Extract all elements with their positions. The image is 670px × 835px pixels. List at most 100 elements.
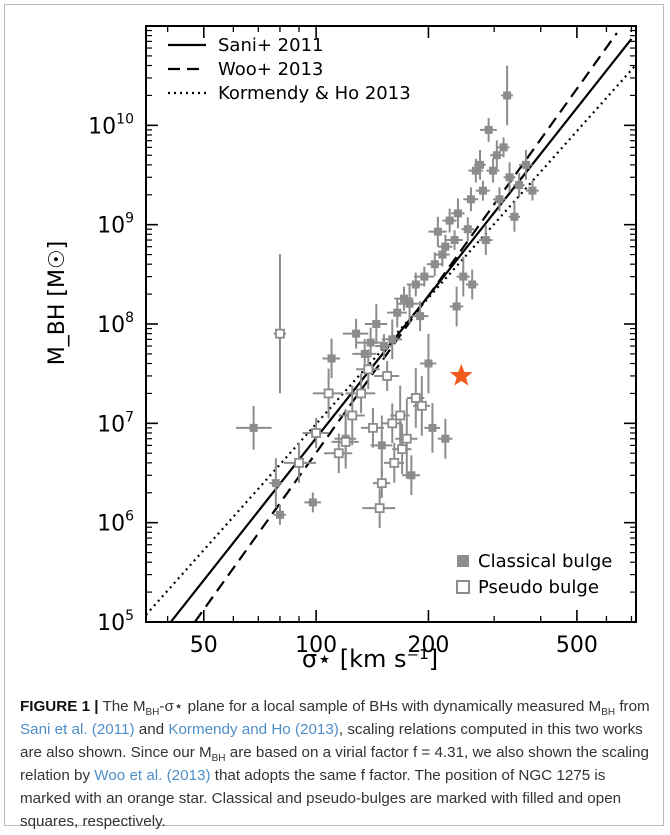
filled-square-marker [249,423,258,432]
filled-square-marker [405,299,414,308]
classical-bulge-point [456,256,470,297]
filled-square-marker [420,272,429,281]
legend-label: Woo+ 2013 [218,59,323,80]
pseudo-bulge-point [362,488,396,529]
filled-square-marker [510,212,519,221]
pseudo-bulge-point [273,254,286,394]
open-square-marker [401,433,412,444]
open-square-marker [347,410,358,421]
filled-square-marker [495,195,504,204]
legend-label: Sani+ 2011 [218,35,323,56]
classical-bulge-point [420,333,437,394]
classical-bulge-point [451,198,465,229]
classical-bulge-point [501,65,513,126]
filled-square-marker [308,498,317,507]
filled-square-marker [366,338,375,347]
pseudo-bulge-point [372,468,391,499]
filled-square-marker [388,335,397,344]
pseudo-bulge-point [345,373,376,414]
filled-square-marker [379,342,388,351]
classical-bulge-point [236,406,272,450]
classical-bulge-point [442,208,457,233]
classical-bulge-point [446,230,463,250]
open-square-marker [382,371,393,381]
reference-link[interactable]: Kormendy and Ho (2013) [168,721,339,738]
y-tick-label: 105 [97,608,134,636]
open-square-marker [275,328,285,339]
filled-square-marker [416,312,425,321]
classical-bulge-point [465,269,479,300]
filled-square-marker [505,173,514,182]
open-square-marker [363,364,374,375]
x-axis-label: σ⋆ [km s⁻¹] [302,645,438,673]
classical-bulge-point [508,201,521,232]
classical-bulge-point [463,187,479,212]
classical-bulge-point [414,266,435,287]
pseudo-bulge-point [392,424,412,474]
classical-bulge-point [269,458,282,508]
x-tick-label: 50 [190,633,218,658]
filled-square-marker [450,236,459,245]
classical-bulge-point [322,338,341,379]
open-square-marker [410,393,421,403]
filled-square-marker [476,160,485,169]
filled-square-marker [466,195,475,204]
filled-square-marker [377,441,386,450]
filled-square-marker [275,510,284,519]
open-square-marker [395,410,406,421]
reference-link[interactable]: Woo et al. (2013) [94,767,211,784]
y-axis-label: M_BH [M☉] [45,241,70,365]
pseudo-bulge-point [283,442,317,483]
y-tick-label: 108 [97,310,134,338]
figure-caption: FIGURE 1 | The MBH-σ⋆ plane for a local … [20,698,650,830]
y-tick-label: 106 [97,509,134,537]
legend-label: Classical bulge [478,551,612,572]
filled-square-marker [481,236,490,245]
pseudo-bulge-point [381,403,403,444]
filled-square-marker [484,125,493,134]
classical-bulge-point [480,117,497,142]
filled-square-marker [459,272,468,281]
caption-label: FIGURE 1 | [20,698,99,715]
reference-link[interactable]: Sani et al. (2011) [20,721,135,738]
classical-bulge-point [352,339,377,369]
open-square-marker [368,422,378,433]
classical-bulge-point [364,304,388,344]
classical-bulge-point [437,234,453,259]
ngc1275-star-marker [449,363,473,386]
filled-square-marker [515,181,524,190]
filled-square-marker [430,260,439,269]
scatter-plot: 50 100 200 500 105 106 107 108 109 1010 Sani+ 201… [45,25,637,673]
y-tick-label: 107 [97,409,134,437]
legend-label: Kormendy & Ho 2013 [218,83,411,104]
relation-line-3 [146,64,636,616]
legend-filled-square [457,555,469,567]
filled-square-marker [492,151,501,160]
relation-line-1 [169,38,633,622]
filled-square-marker [407,471,416,480]
filled-square-marker [528,186,537,195]
classical-bulge-point [497,137,510,158]
filled-square-marker [463,225,472,234]
open-square-marker [340,437,351,447]
filled-square-marker [445,216,454,225]
filled-square-marker [424,359,433,368]
classical-bulge-point [437,418,453,459]
classical-bulge-point [449,286,464,327]
legend-open-square [456,580,470,594]
filled-square-marker [499,143,508,152]
classical-bulge-point [381,319,403,360]
filled-square-marker [468,280,477,289]
open-square-marker [374,503,385,514]
pseudo-bulge-point [338,385,365,446]
filled-square-marker [352,329,361,338]
relation-line-2 [193,32,618,622]
filled-square-marker [433,227,442,236]
classical-bulge-point [402,455,421,496]
classical-bulge-point [356,327,384,358]
filled-square-marker [271,479,280,488]
classical-bulge-point [424,403,441,453]
y-tick-label: 109 [97,211,134,239]
filled-square-marker [360,349,369,358]
classical-bulge-point [490,140,504,171]
